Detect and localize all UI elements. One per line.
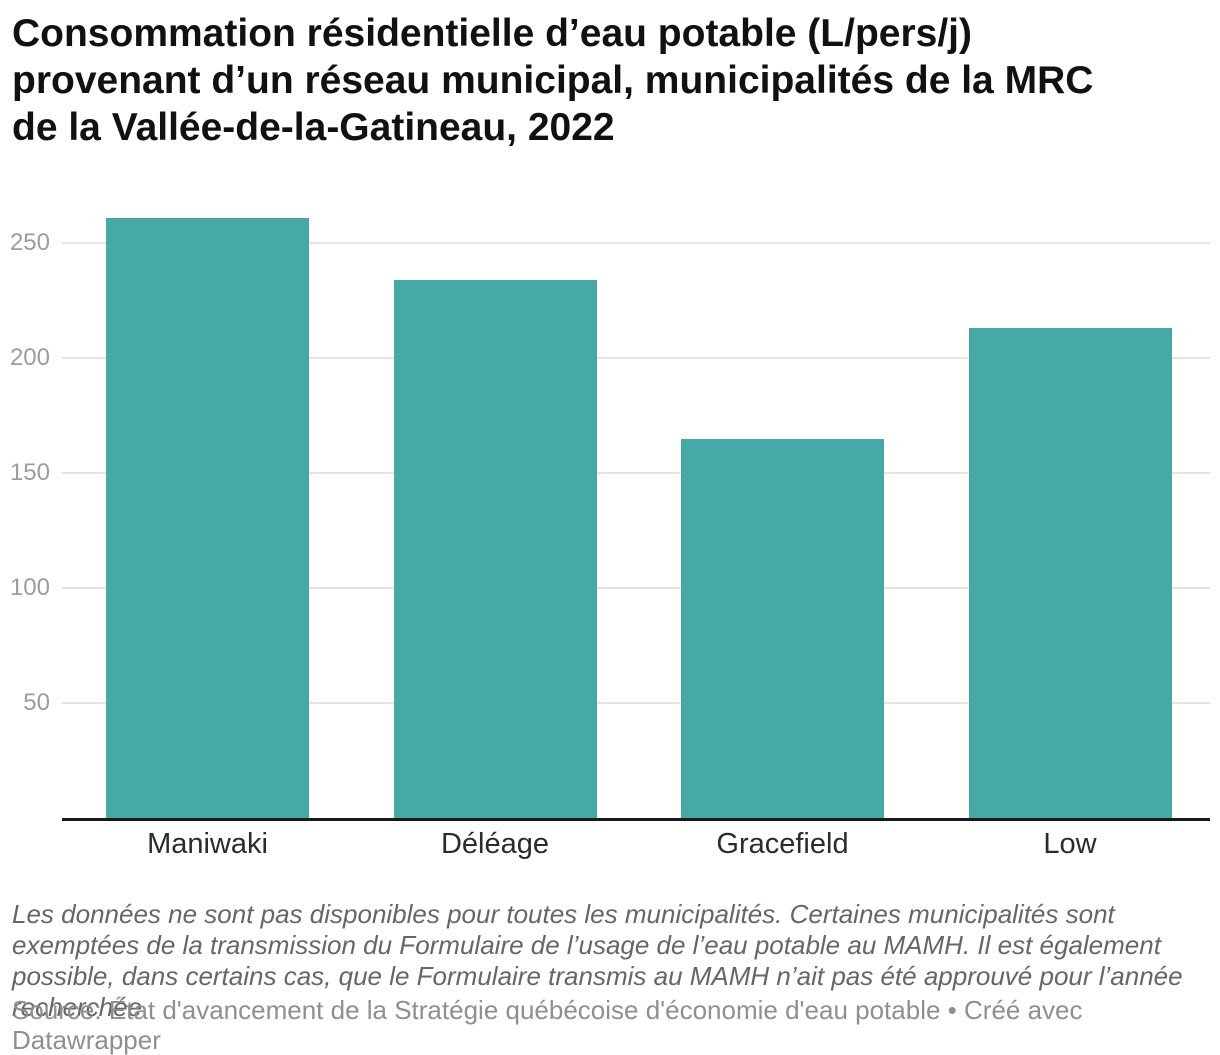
gridline-50 [62,702,1210,704]
gridline-250 [62,242,1210,244]
bar-low [968,328,1172,818]
y-axis-tick-label-50: 50 [23,689,50,716]
x-axis-label-low: Low [1043,828,1097,860]
y-axis-tick-label-250: 250 [9,229,50,256]
source-text: État d'avancement de la Stratégie québéc… [108,995,941,1025]
x-axis-label-maniwaki: Maniwaki [147,828,268,860]
gridline-150 [62,472,1210,474]
source-prefix: Source: [12,995,102,1025]
y-axis-tick-label-200: 200 [9,344,50,371]
bar-gracefield [681,438,884,818]
gridline-100 [62,587,1210,589]
separator-dot: • [947,995,957,1025]
bar-maniwaki [106,217,309,818]
chart-title-line-2: provenant d’un réseau municipal, municip… [12,59,1094,102]
plot-area [62,200,1210,821]
x-axis-label-déléage: Déléage [440,828,550,860]
chart-title: Consommation résidentielle d’eau potable… [12,10,1212,151]
x-axis-label-gracefield: Gracefield [716,828,849,860]
bar-chart: 50 100 150 200 250 Maniwaki Déléage Gracefield L… [9,200,1210,860]
chart-title-line-1: Consommation résidentielle d’eau potable… [12,12,972,55]
y-axis-tick-label-150: 150 [9,459,50,486]
source-line: Source: État d'avancement de la Stratégi… [12,995,1210,1055]
y-axis-tick-label-100: 100 [9,574,50,601]
gridline-200 [62,357,1210,359]
chart-notes: Les données ne sont pas disponibles pour… [12,899,1183,1022]
bar-déléage [393,279,597,818]
chart-title-line-3: de la Vallée-de-la-Gatineau, 2022 [12,106,615,149]
